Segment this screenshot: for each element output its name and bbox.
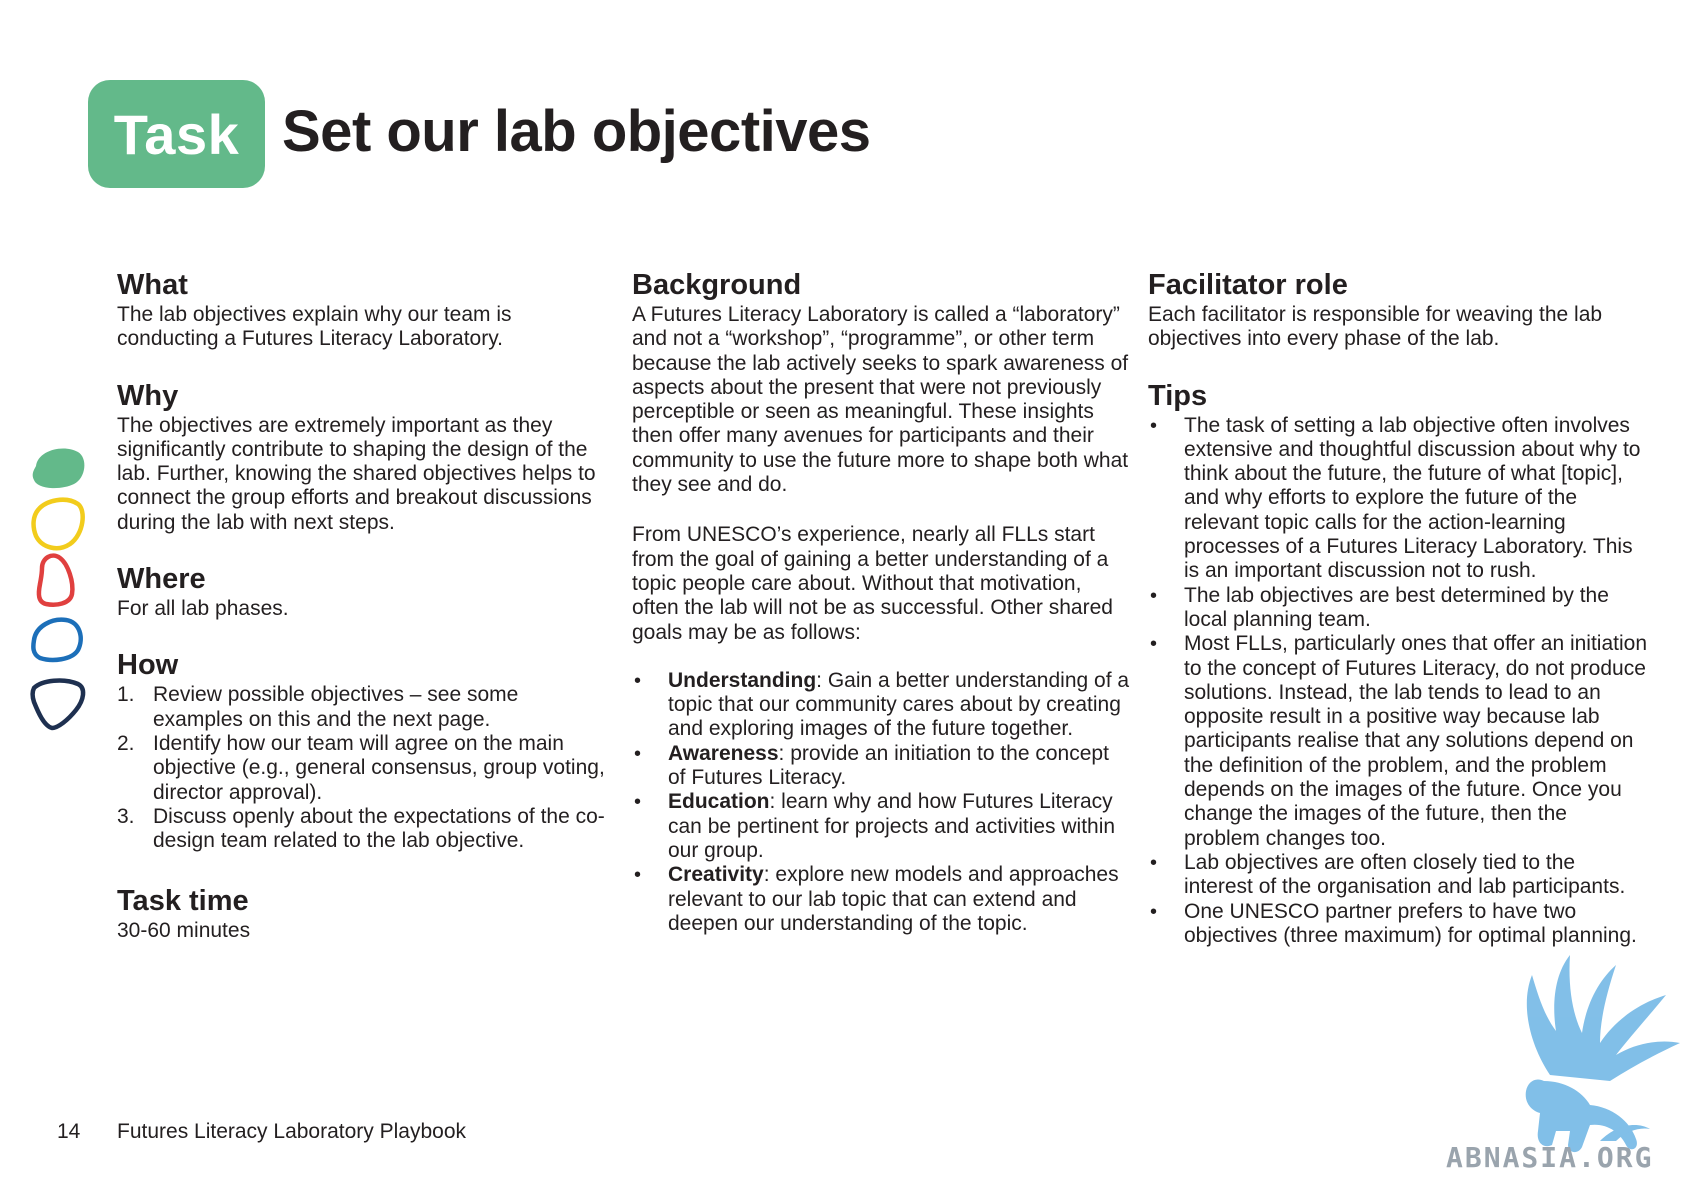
goal-term: Creativity — [668, 863, 764, 887]
task-time-section: Task time 30-60 minutes — [117, 883, 612, 943]
list-item: • Awareness: provide an initiation to the… — [632, 742, 1132, 791]
list-item: • The lab objectives are best determined … — [1148, 584, 1648, 633]
list-item: • Education: learn why and how Futures Li… — [632, 790, 1132, 863]
tips-heading: Tips — [1148, 379, 1208, 412]
list-item: • Most FLLs, particularly ones that offer… — [1148, 632, 1648, 851]
list-item: • One UNESCO partner prefers to have two … — [1148, 900, 1648, 949]
page-number: 14 — [57, 1120, 81, 1143]
list-number: 1. — [117, 683, 135, 707]
background-paragraph-2: From UNESCO’s experience, nearly all FLL… — [632, 523, 1113, 644]
bullet: • — [1150, 414, 1158, 437]
goal-term: Awareness — [668, 741, 779, 765]
why-section: Why The objectives are extremely importa… — [117, 378, 612, 535]
watermark-text: ABNASIA.ORG — [1446, 1141, 1654, 1174]
list-item: 2. Identify how our team will agree on th… — [117, 732, 612, 805]
facilitator-heading: Facilitator role — [1148, 269, 1348, 301]
why-text: The objectives are extremely important a… — [117, 413, 596, 534]
background-paragraph-1: A Futures Literacy Laboratory is called … — [632, 303, 1129, 497]
column-left: What The lab objectives explain why our … — [117, 267, 612, 944]
facilitator-text: Each facilitator is responsible for weav… — [1148, 303, 1603, 351]
tips-list: • The task of setting a lab objective oft… — [1148, 414, 1648, 949]
where-heading: Where — [117, 563, 206, 596]
griffin-watermark-icon — [1525, 955, 1680, 1153]
bullet: • — [634, 742, 642, 765]
list-item: • Lab objectives are often closely tied t… — [1148, 851, 1648, 900]
blue-blob-shape — [31, 617, 83, 663]
column-right: Facilitator role Each facilitator is res… — [1148, 267, 1648, 948]
green-blob-shape — [32, 448, 85, 489]
goal-term: Understanding — [668, 668, 817, 692]
what-section: What The lab objectives explain why our … — [117, 267, 612, 352]
goal-text: : learn why and how Futures Literacy can… — [668, 790, 1116, 862]
yellow-blob-shape — [31, 497, 85, 551]
list-item: • Creativity: explore new models and appr… — [632, 863, 1132, 936]
what-heading: What — [117, 269, 188, 301]
tip-text: The lab objectives are best determined b… — [1184, 583, 1609, 631]
decorative-shapes — [30, 448, 86, 731]
goals-list: • Understanding: Gain a better understand… — [632, 669, 1132, 936]
list-item: 1. Review possible objectives – see some … — [117, 683, 612, 732]
task-time-heading: Task time — [117, 885, 249, 918]
list-item: 3. Discuss openly about the expectations … — [117, 805, 612, 854]
how-list: 1. Review possible objectives – see some … — [117, 683, 612, 853]
how-heading: How — [117, 649, 179, 682]
red-blob-shape — [36, 553, 75, 607]
goal-text: : provide an initiation to the concept o… — [668, 741, 1109, 790]
why-heading: Why — [117, 379, 179, 412]
column-middle: Background A Futures Literacy Laboratory… — [632, 267, 1132, 936]
tip-text: Most FLLs, particularly ones that offer … — [1184, 632, 1648, 850]
list-item: • The task of setting a lab objective oft… — [1148, 414, 1648, 584]
where-text: For all lab phases. — [117, 597, 289, 621]
bullet: • — [1150, 584, 1158, 607]
list-item-text: Review possible objectives – see some ex… — [153, 683, 519, 731]
goal-text: : explore new models and approaches rele… — [668, 863, 1119, 935]
list-item-text: Identify how our team will agree on the … — [153, 731, 605, 804]
where-section: Where For all lab phases. — [117, 561, 612, 621]
bullet: • — [1150, 900, 1158, 923]
bullet: • — [634, 669, 642, 692]
background-heading: Background — [632, 269, 802, 301]
bullet: • — [634, 791, 642, 814]
list-number: 3. — [117, 804, 135, 828]
goal-text: : Gain a better understanding of a topic… — [668, 668, 1130, 741]
bullet: • — [1150, 851, 1158, 874]
what-text: The lab objectives explain why our team … — [117, 303, 512, 351]
goal-term: Education — [668, 790, 770, 814]
list-item: • Understanding: Gain a better understand… — [632, 669, 1132, 742]
bullet: • — [1150, 633, 1158, 656]
tips-section: Tips • The task of setting a lab objectiv… — [1148, 378, 1648, 949]
task-time-text: 30-60 minutes — [117, 919, 251, 943]
footer-title: Futures Literacy Laboratory Playbook — [117, 1120, 467, 1143]
task-badge: Task — [88, 80, 265, 188]
list-number: 2. — [117, 731, 135, 755]
list-item-text: Discuss openly about the expectations of… — [153, 804, 605, 853]
page-title: Set our lab objectives — [282, 99, 871, 164]
tip-text: One UNESCO partner prefers to have two o… — [1184, 899, 1637, 947]
facilitator-section: Facilitator role Each facilitator is res… — [1148, 267, 1648, 352]
tip-text: The task of setting a lab objective ofte… — [1184, 413, 1641, 583]
tip-text: Lab objectives are often closely tied to… — [1184, 850, 1626, 899]
background-section: Background A Futures Literacy Laboratory… — [632, 267, 1132, 936]
bullet: • — [634, 864, 642, 887]
navy-blob-shape — [30, 678, 86, 731]
how-section: How 1. Review possible objectives – see s… — [117, 647, 612, 853]
